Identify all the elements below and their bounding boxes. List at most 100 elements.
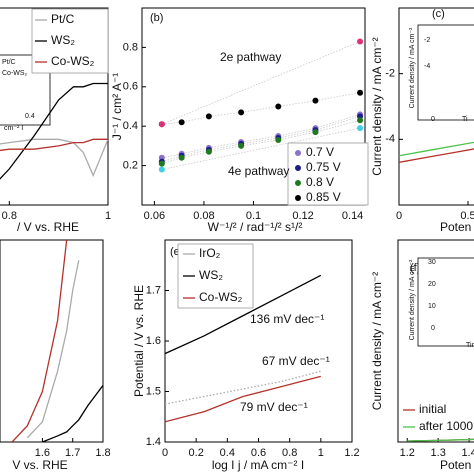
y-tick-label: 1.4: [146, 436, 161, 448]
x-tick-label: 1: [318, 447, 324, 459]
series-line: [0, 82, 108, 180]
legend-label: IrO₂: [199, 246, 221, 260]
x-tick-label: 0.8: [282, 447, 297, 459]
series-line: [399, 141, 474, 157]
annotation: 2e pathway: [220, 50, 281, 64]
point: [357, 117, 364, 124]
plot-area: [399, 141, 474, 163]
legend-label: 0.85 V: [306, 190, 341, 204]
annotation: cm⁻² I: [4, 125, 23, 132]
legend-marker: [295, 165, 301, 171]
point: [205, 148, 212, 155]
x-tick-label: 0.14: [342, 210, 363, 222]
legend-label: Co-WS₂: [199, 290, 243, 304]
series-line: [399, 148, 474, 163]
x-tick-label: 0.8: [2, 210, 17, 222]
point: [158, 121, 165, 128]
annotation: -4: [424, 63, 430, 70]
x-tick-label: 0.4: [220, 447, 235, 459]
legend-label: Co-WS₂: [51, 54, 95, 68]
point: [357, 125, 364, 132]
plot-area: [11, 240, 103, 442]
annotation: Current density / mA cm⁻²: [409, 259, 416, 340]
panel-label: (f): [410, 262, 420, 274]
y-tick-label: 0.6: [123, 81, 138, 93]
x-axis-label: V vs. RHE: [12, 458, 67, 472]
legend-box: [287, 142, 369, 206]
y-tick-label: 0.4: [123, 120, 138, 132]
y-tick-label: 1.6: [146, 335, 161, 347]
plot-frame: [0, 239, 104, 443]
legend-label: after 1000: [419, 419, 473, 433]
annotation: Current density / mA cm⁻²: [409, 27, 416, 108]
annotation: 20: [428, 281, 436, 288]
plot-area: [407, 438, 474, 442]
point: [312, 97, 319, 104]
series-line: [26, 260, 80, 439]
inset-frame: [417, 24, 474, 121]
series-line: [165, 375, 321, 423]
annotation: 0.4: [25, 113, 35, 120]
y-axis-label: Current density / mA cm⁻²: [370, 272, 384, 410]
panel-label: (c): [432, 8, 445, 20]
x-tick-label: 0.1: [246, 210, 261, 222]
annotation: Tim: [466, 342, 474, 349]
legend-marker: [295, 180, 301, 186]
inset-frame: [417, 257, 474, 347]
x-tick-label: 1.3: [431, 447, 446, 459]
y-tick-label: -2: [385, 68, 395, 80]
x-tick-label: 1.2: [400, 447, 415, 459]
x-tick-label: 1.7: [65, 447, 80, 459]
x-axis-label: Poten: [440, 220, 471, 234]
series-line: [42, 385, 103, 442]
x-tick-label: 0.5: [460, 210, 474, 222]
point: [238, 142, 245, 149]
y-tick-label: -4: [385, 133, 395, 145]
point: [357, 89, 364, 96]
point: [312, 129, 319, 136]
x-tick-label: 0.08: [193, 210, 214, 222]
annotation: 10: [428, 303, 436, 310]
legend-label: Pt/C: [51, 12, 75, 26]
legend-label: WS₂: [199, 268, 223, 282]
legend-marker: [295, 195, 301, 201]
x-tick-label: 0: [396, 210, 402, 222]
point: [158, 166, 165, 173]
series-line: [407, 438, 474, 442]
y-axis-label: Current density / mA cm⁻²: [370, 37, 384, 175]
annotation: 0: [431, 325, 435, 332]
annotation: 136 mV dec⁻¹: [250, 312, 324, 326]
annotation: 67 mV dec⁻¹: [262, 354, 330, 368]
legend-label: WS₂: [51, 33, 75, 47]
x-tick-label: 1.8: [95, 447, 110, 459]
x-tick-label: 0.2: [189, 447, 204, 459]
point: [205, 113, 212, 120]
y-axis-label: J⁻¹ / cm² A⁻¹: [110, 73, 124, 140]
annotation: 4e pathway: [228, 164, 289, 178]
point: [178, 154, 185, 161]
series-line: [165, 274, 322, 355]
y-tick-label: 0.8: [123, 41, 138, 53]
x-axis-label: / V vs. RHE: [17, 220, 79, 234]
x-tick-label: 0: [162, 447, 168, 459]
plot-area: [165, 274, 322, 423]
series-line: [0, 138, 108, 152]
panel-label: (b): [150, 12, 163, 24]
x-tick-label: 1: [105, 210, 111, 222]
x-tick-label: 1.6: [35, 447, 50, 459]
point: [158, 160, 165, 167]
x-axis-label: log I j / mA cm⁻² I: [212, 458, 304, 472]
series-line: [11, 240, 68, 442]
x-axis-label: W⁻¹/² / rad⁻¹/² s¹/²: [208, 220, 303, 234]
series-line: [0, 138, 108, 178]
plot-area: [0, 82, 108, 180]
legend-label: 0.8 V: [306, 175, 334, 189]
annotation: 79 mV dec⁻¹: [240, 400, 308, 414]
x-tick-label: 0.12: [292, 210, 313, 222]
y-tick-label: 0.2: [123, 160, 138, 172]
plot-frame: [397, 239, 474, 443]
legend-label: 0.7 V: [306, 145, 334, 159]
